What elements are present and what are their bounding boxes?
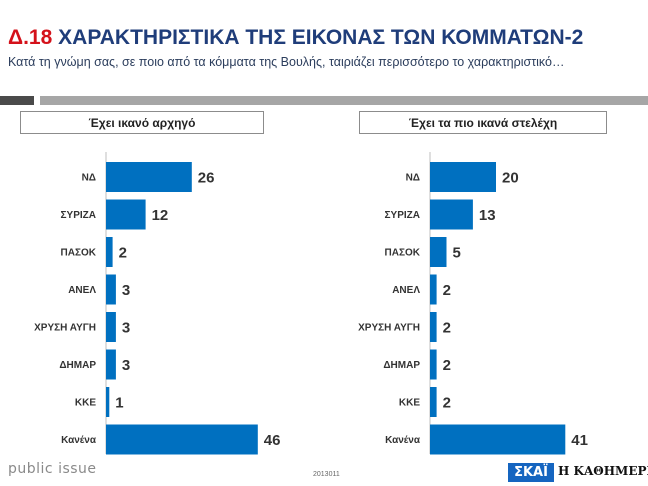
left-bar-2	[106, 237, 113, 267]
left-bar-6	[106, 387, 110, 417]
left-category-label-3: ΑΝΕΛ	[68, 285, 96, 296]
right-bar-4	[430, 312, 437, 342]
left-value-label-5: 3	[122, 357, 130, 374]
left-value-label-2: 2	[119, 245, 127, 262]
left-bar-1	[106, 199, 146, 230]
right-bar-6	[430, 387, 437, 417]
left-value-label-4: 3	[122, 320, 130, 337]
left-bar-0	[106, 162, 192, 192]
kathimerini-logo: Η ΚΑΘΗΜΕΡΙΝΗ	[558, 464, 648, 478]
left-value-label-1: 12	[152, 207, 169, 224]
right-value-label-5: 2	[443, 357, 451, 374]
left-value-label-0: 26	[198, 170, 215, 187]
header-rule-light	[40, 96, 648, 105]
left-bar-3	[106, 274, 116, 305]
left-category-label-5: ΔΗΜΑΡ	[59, 360, 96, 371]
left-category-label-6: ΚΚΕ	[75, 398, 96, 409]
page-subtitle: Κατά τη γνώμη σας, σε ποιο από τα κόμματ…	[8, 55, 565, 69]
right-bar-2	[430, 237, 447, 267]
survey-code: 2013011	[313, 471, 340, 478]
chart-left-title: Έχει ικανό αρχηγό	[20, 111, 264, 134]
left-category-label-7: Κανένα	[61, 435, 97, 446]
left-value-label-6: 1	[115, 395, 123, 412]
right-category-label-7: Κανένα	[385, 435, 421, 446]
right-category-label-4: ΧΡΥΣΗ ΑΥΓΗ	[358, 323, 420, 334]
skai-logo: ΣΚΑΪ	[508, 463, 554, 482]
right-bar-7	[430, 424, 566, 455]
right-category-label-0: ΝΔ	[406, 173, 420, 184]
left-category-label-4: ΧΡΥΣΗ ΑΥΓΗ	[34, 323, 96, 334]
chart-left: ΝΔ 26 ΣΥΡΙΖΑ 12 ΠΑΣΟΚ 2 ΑΝΕΛ 3 ΧΡΥΣΗ ΑΥΓΗ 3 ΔΗΜΑΡ 3…	[34, 152, 281, 455]
header-rule-dark	[0, 96, 34, 105]
right-value-label-0: 20	[502, 170, 519, 187]
right-value-label-7: 41	[571, 432, 588, 449]
right-bar-0	[430, 162, 496, 192]
right-bar-5	[430, 349, 437, 380]
right-value-label-6: 2	[443, 395, 451, 412]
left-bar-7	[106, 424, 258, 455]
slide-code: Δ.18	[8, 26, 53, 49]
left-value-label-7: 46	[264, 432, 281, 449]
chart-right: ΝΔ 20 ΣΥΡΙΖΑ 13 ΠΑΣΟΚ 5 ΑΝΕΛ 2 ΧΡΥΣΗ ΑΥΓΗ 2 ΔΗΜΑΡ 2…	[358, 152, 588, 455]
right-bar-1	[430, 199, 473, 230]
right-category-label-3: ΑΝΕΛ	[392, 285, 420, 296]
left-category-label-1: ΣΥΡΙΖΑ	[61, 210, 96, 221]
chart-right-title: Έχει τα πιο ικανά στελέχη	[359, 111, 607, 134]
public-issue-logo: public issue	[8, 461, 97, 477]
right-category-label-5: ΔΗΜΑΡ	[383, 360, 420, 371]
right-value-label-3: 2	[443, 282, 451, 299]
left-category-label-0: ΝΔ	[82, 173, 96, 184]
right-bar-3	[430, 274, 437, 305]
right-category-label-2: ΠΑΣΟΚ	[385, 248, 421, 259]
right-value-label-4: 2	[443, 320, 451, 337]
right-category-label-1: ΣΥΡΙΖΑ	[385, 210, 420, 221]
right-category-label-6: ΚΚΕ	[399, 398, 420, 409]
left-category-label-2: ΠΑΣΟΚ	[61, 248, 97, 259]
page-title: Δ.18 ΧΑΡΑΚΤΗΡΙΣΤΙΚΑ ΤΗΣ ΕΙΚΟΝΑΣ ΤΩΝ ΚΟΜΜ…	[8, 26, 583, 50]
right-value-label-2: 5	[453, 245, 461, 262]
slide-title: ΧΑΡΑΚΤΗΡΙΣΤΙΚΑ ΤΗΣ ΕΙΚΟΝΑΣ ΤΩΝ ΚΟΜΜΑΤΩΝ-…	[58, 26, 584, 49]
left-bar-4	[106, 312, 116, 342]
right-value-label-1: 13	[479, 207, 496, 224]
left-value-label-3: 3	[122, 282, 130, 299]
left-bar-5	[106, 349, 116, 380]
